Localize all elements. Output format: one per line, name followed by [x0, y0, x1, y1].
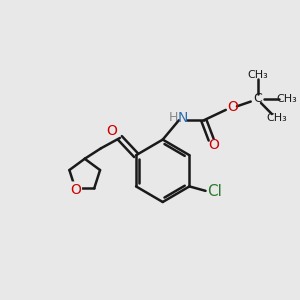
Text: CH₃: CH₃ [266, 113, 287, 124]
Text: Cl: Cl [207, 184, 222, 199]
Text: O: O [70, 183, 81, 197]
Text: CH₃: CH₃ [276, 94, 297, 103]
Text: C: C [254, 92, 262, 105]
Text: O: O [208, 138, 220, 152]
Text: N: N [178, 111, 188, 125]
Text: O: O [227, 100, 238, 115]
Text: CH₃: CH₃ [248, 70, 268, 80]
Text: O: O [106, 124, 117, 138]
Text: H: H [169, 111, 178, 124]
